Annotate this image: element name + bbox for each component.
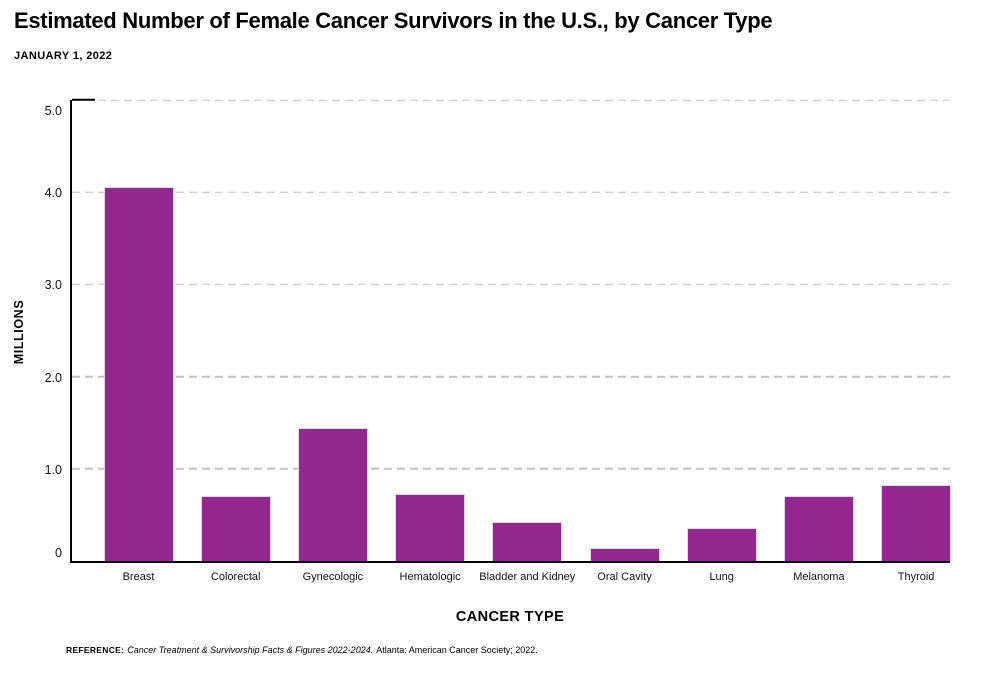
- x-tick-oral-cavity: Oral Cavity: [597, 571, 652, 583]
- reference-note: REFERENCE: Cancer Treatment & Survivorshi…: [66, 645, 538, 656]
- x-axis-title: CANCER TYPE: [455, 609, 565, 625]
- bar-gynecologic: [297, 428, 368, 561]
- y-tick-1.0: 1.0: [44, 463, 62, 478]
- gridline-1.0: [72, 468, 950, 470]
- plot-area: [70, 98, 952, 563]
- x-tick-lung: Lung: [709, 571, 734, 583]
- chart-title: Estimated Number of Female Cancer Surviv…: [14, 8, 773, 33]
- bar-thyroid: [881, 485, 952, 561]
- chart-subtitle: JANUARY 1, 2022: [14, 50, 113, 62]
- bar-colorectal: [200, 495, 271, 561]
- x-tick-breast: Breast: [122, 571, 155, 583]
- bar-bladder-and-kidney: [492, 522, 563, 561]
- y-tick-3.0: 3.0: [44, 278, 62, 293]
- reference-source-title: Cancer Treatment & Survivorship Facts & …: [127, 645, 374, 655]
- bar-lung: [686, 527, 757, 561]
- y-tick-5.0: 5.0: [44, 104, 62, 118]
- y-tick-0: 0: [55, 546, 62, 560]
- gridline-2.0: [72, 375, 950, 378]
- x-tick-colorectal: Colorectal: [210, 571, 261, 583]
- y-axis-title: MILLIONS: [12, 299, 26, 365]
- bar-oral-cavity: [589, 548, 660, 561]
- bars-container: [72, 100, 952, 561]
- x-tick-gynecologic: Gynecologic: [302, 571, 364, 583]
- bar-melanoma: [783, 495, 854, 561]
- x-tick-bladder-and-kidney: Bladder and Kidney: [479, 571, 576, 583]
- x-tick-hematologic: Hematologic: [399, 571, 461, 583]
- reference-label: REFERENCE:: [66, 645, 125, 655]
- gridline-5.0: [72, 98, 950, 101]
- gridline-4.0: [72, 191, 950, 193]
- bar-hematologic: [395, 493, 466, 561]
- reference-publisher: Atlanta: American Cancer Society; 2022.: [376, 645, 538, 655]
- gridline-3.0: [72, 283, 950, 286]
- y-tick-2.0: 2.0: [44, 370, 62, 385]
- y-tick-4.0: 4.0: [44, 185, 62, 200]
- axis-top-cap: [72, 98, 95, 101]
- x-tick-melanoma: Melanoma: [793, 571, 845, 583]
- x-tick-thyroid: Thyroid: [897, 571, 935, 583]
- bar-breast: [103, 186, 174, 561]
- x-tick-labels: Breast Colorectal Gynecologic Hematologic Bl…: [72, 571, 952, 603]
